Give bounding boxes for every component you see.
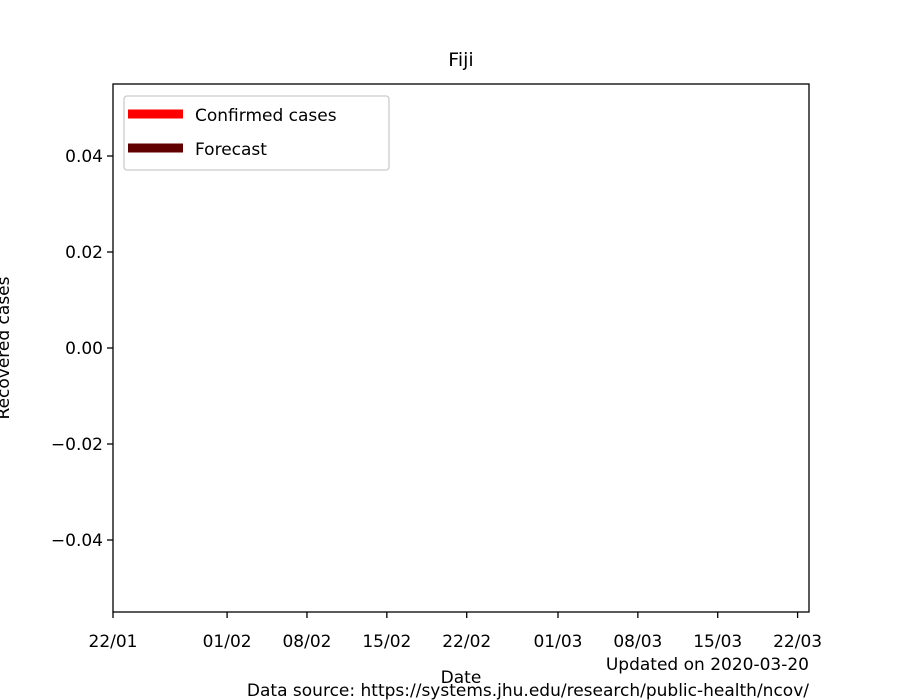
legend-box	[123, 95, 390, 171]
x-tick-label: 22/01	[89, 632, 138, 652]
y-tick-label: 0.00	[65, 339, 103, 359]
data-source-note: Data source: https://systems.jhu.edu/res…	[247, 681, 809, 700]
chart-title: Fiji	[448, 49, 473, 71]
legend: Confirmed cases Forecast	[123, 95, 390, 171]
plot-area	[112, 83, 810, 613]
y-axis-ticks: 0.04 0.02 0.00 −0.02 −0.04	[51, 147, 113, 551]
x-axis-ticks: 22/01 01/02 08/02 15/02 22/02 01/03 08/03 15/03…	[89, 612, 822, 652]
x-tick-label: 01/02	[203, 632, 252, 652]
legend-label-confirmed: Confirmed cases	[195, 106, 337, 126]
x-tick-label: 22/03	[773, 632, 822, 652]
x-tick-label: 15/03	[693, 632, 742, 652]
y-tick-label: 0.02	[65, 243, 103, 263]
updated-note: Updated on 2020-03-20	[606, 655, 809, 675]
x-tick-label: 01/03	[533, 632, 582, 652]
x-axis-label: Date	[441, 668, 482, 688]
y-axis-label: Recovered cases	[0, 276, 14, 419]
y-tick-label: −0.04	[51, 531, 103, 551]
x-tick-label: 08/03	[613, 632, 662, 652]
y-tick-label: −0.02	[51, 435, 103, 455]
x-tick-label: 22/02	[442, 632, 491, 652]
legend-label-forecast: Forecast	[195, 140, 267, 160]
y-tick-label: 0.04	[65, 147, 103, 167]
x-tick-label: 15/02	[362, 632, 411, 652]
x-tick-label: 08/02	[282, 632, 331, 652]
